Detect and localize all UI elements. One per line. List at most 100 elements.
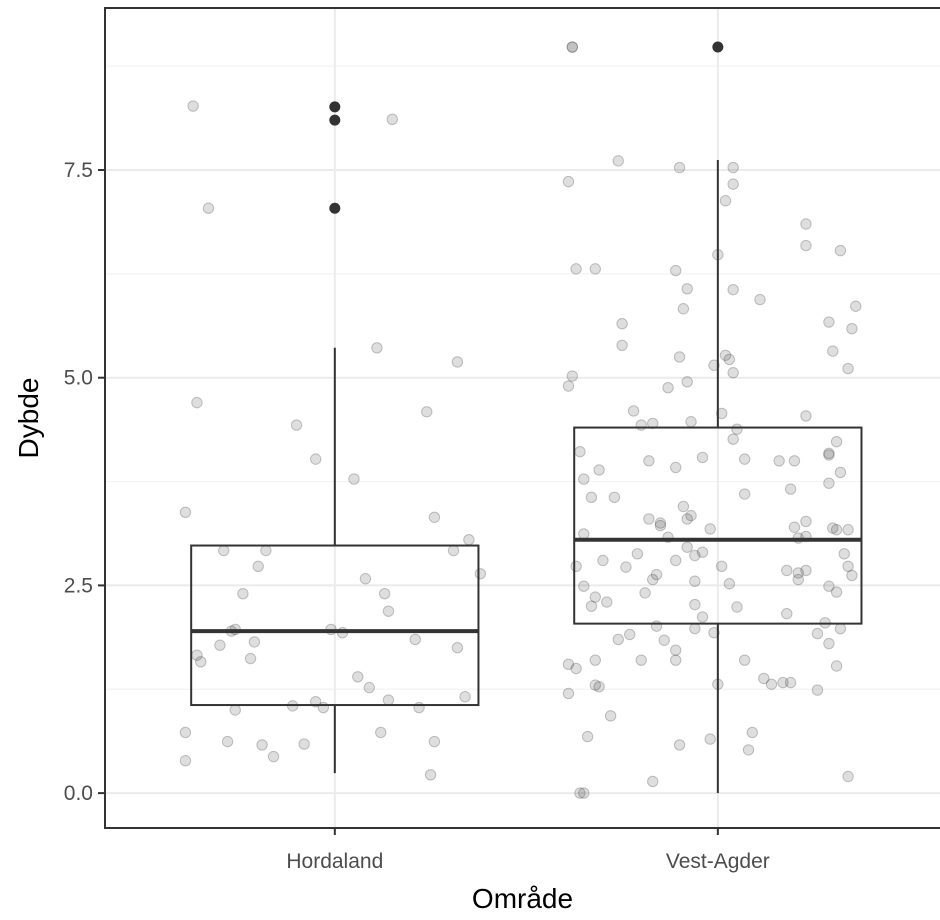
jitter-point — [781, 607, 793, 620]
jitter-point — [704, 733, 716, 745]
jitter-point — [800, 218, 812, 230]
jitter-point — [428, 735, 441, 748]
jitter-point — [673, 739, 686, 751]
jitter-point — [593, 681, 605, 693]
jitter-point — [681, 376, 693, 388]
jitter-point — [842, 362, 854, 375]
jitter-point — [451, 356, 464, 368]
jitter-point — [643, 455, 655, 467]
jitter-point — [842, 560, 854, 572]
jitter-point — [650, 568, 663, 581]
jitter-point — [670, 644, 682, 656]
box-vest-agder — [573, 41, 863, 794]
jitter-point — [256, 739, 268, 751]
jitter-point — [731, 601, 743, 613]
jitter-point — [738, 488, 751, 500]
jitter-point — [593, 464, 605, 476]
jitter-point — [317, 701, 330, 714]
jitter-point — [585, 600, 598, 612]
jitter-point — [689, 598, 701, 611]
jitter-point — [834, 622, 847, 635]
outlier-point — [329, 101, 341, 113]
boxes — [190, 41, 863, 794]
jitter-point — [574, 445, 586, 458]
jitter-point — [792, 567, 804, 579]
jitter-point — [578, 580, 590, 592]
jitter-point — [758, 672, 770, 685]
jitter-point — [784, 483, 797, 495]
box-iqr — [190, 544, 480, 707]
jitter-point — [838, 548, 850, 560]
jitter-point — [811, 627, 824, 640]
outlier-point — [329, 114, 341, 126]
jitter-point — [260, 544, 272, 557]
jitter-point — [589, 263, 601, 275]
jitter-point — [788, 455, 801, 467]
jitter-point — [670, 554, 682, 567]
jitter-point — [581, 730, 594, 743]
x-axis-title: Område — [472, 883, 573, 914]
jitter-point — [578, 528, 590, 540]
jitter-point — [612, 155, 624, 167]
jitter-point — [627, 405, 640, 417]
jitter-points — [179, 41, 862, 799]
jitter-point — [589, 654, 601, 666]
jitter-point — [689, 575, 701, 587]
jitter-point — [765, 678, 778, 690]
jitter-point — [229, 704, 241, 716]
jitter-point — [578, 473, 590, 485]
jitter-point — [662, 381, 674, 394]
jitter-point — [187, 100, 199, 112]
jitter-point — [800, 564, 812, 577]
jitter-point — [570, 263, 582, 275]
jitter-point — [371, 342, 383, 354]
jitter-point — [624, 628, 636, 641]
jitter-point — [742, 744, 755, 756]
jitter-point — [647, 775, 659, 788]
jitter-point — [719, 349, 732, 361]
jitter-point — [800, 239, 812, 252]
jitter-point — [352, 671, 364, 683]
jitter-point — [214, 639, 226, 651]
jitter-point — [746, 726, 759, 739]
jitter-point — [715, 560, 728, 572]
jitter-point — [566, 370, 578, 382]
jitter-point — [654, 519, 667, 532]
jitter-point — [685, 416, 697, 428]
jitter-point — [673, 351, 686, 363]
jitter-point — [784, 676, 797, 689]
jitter-point — [620, 561, 632, 573]
jitter-point — [421, 406, 433, 418]
jitter-point — [788, 521, 801, 533]
jitter-point — [708, 359, 720, 371]
jitter-point — [202, 202, 215, 214]
jitter-point — [727, 283, 739, 296]
jitter-point — [191, 396, 203, 409]
y-axis-title: Dybde — [13, 378, 44, 459]
jitter-point — [570, 560, 582, 572]
jitter-point — [715, 407, 728, 420]
jitter-point — [639, 587, 651, 599]
jitter-point — [248, 636, 261, 648]
jitter-point — [237, 588, 249, 600]
jitter-point — [252, 560, 264, 572]
jitter-point — [424, 769, 437, 781]
jitter-point — [267, 750, 280, 763]
jitter-point — [696, 546, 709, 558]
jitter-point — [696, 451, 709, 464]
jitter-point — [738, 453, 751, 465]
jitter-point — [823, 447, 835, 460]
jitter-point — [382, 694, 395, 706]
jitter-point — [719, 195, 732, 207]
jitter-point — [823, 449, 835, 461]
jitter-point — [723, 353, 736, 366]
jitter-point — [681, 541, 693, 553]
jitter-point — [827, 522, 839, 534]
jitter-point — [704, 523, 716, 535]
jitter-point — [378, 588, 391, 600]
jitter-point — [830, 586, 843, 598]
jitter-point — [409, 633, 421, 646]
jitter-point — [574, 787, 586, 799]
y-tick-label: 7.5 — [64, 159, 93, 182]
jitter-point — [696, 611, 709, 623]
